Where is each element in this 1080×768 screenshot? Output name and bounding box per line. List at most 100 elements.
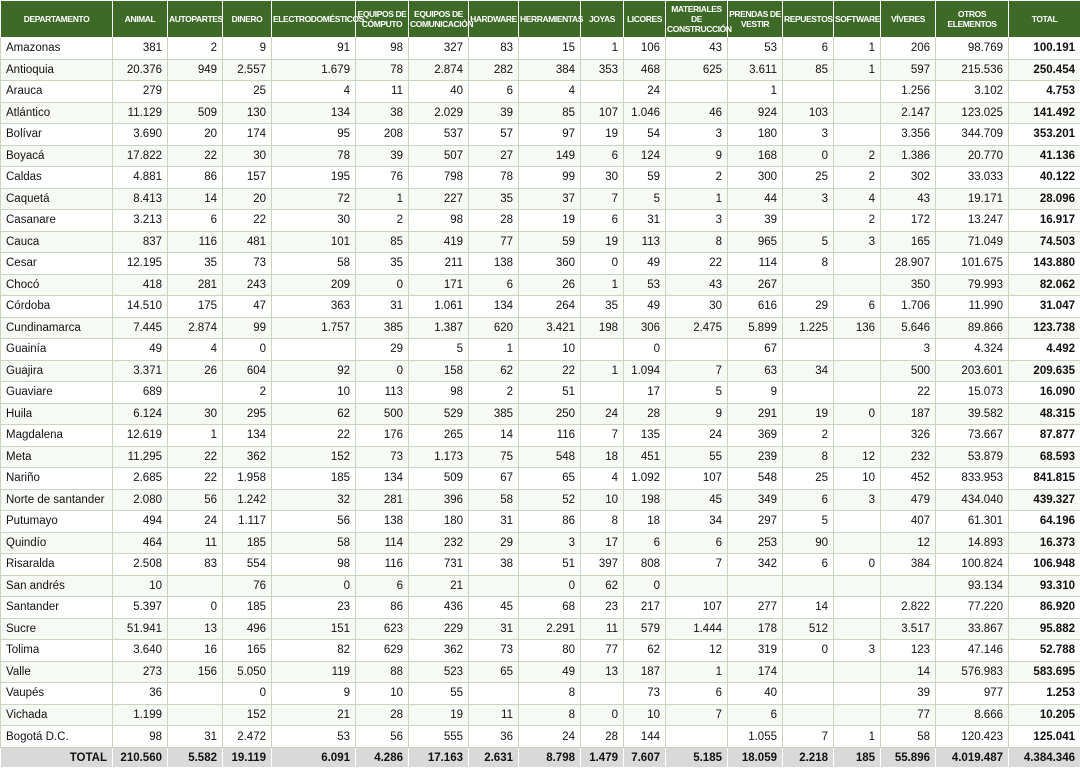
value-cell: 5.899 [727, 316, 783, 339]
value-cell: 0 [833, 553, 881, 576]
value-cell [833, 123, 881, 146]
table-row: Meta 11.295 22 362 152 73 1.173 75 548 18 451 55 239… [0, 445, 1080, 468]
value-cell: 5.646 [880, 316, 936, 339]
value-cell: 1.256 [880, 80, 936, 103]
value-cell: 93.134 [935, 574, 1009, 597]
value-cell: 1 [665, 660, 728, 683]
value-cell: 319 [727, 639, 783, 662]
department-cell: Atlántico [0, 101, 113, 124]
value-cell: 45 [665, 488, 728, 511]
value-cell: 13 [167, 617, 223, 640]
value-cell: 2.029 [408, 101, 469, 124]
value-cell: 107 [665, 596, 728, 619]
value-cell [833, 510, 881, 533]
value-cell: 49 [518, 660, 581, 683]
value-cell [271, 338, 356, 361]
column-header: ANIMAL [112, 0, 168, 38]
value-cell: 29 [468, 531, 519, 554]
value-cell: 419 [408, 230, 469, 253]
value-cell: 98.769 [935, 37, 1009, 60]
value-cell: 31 [623, 209, 666, 232]
department-cell: Amazonas [0, 37, 113, 60]
value-cell: 4 [167, 338, 223, 361]
value-cell: 2 [167, 37, 223, 60]
value-cell [468, 574, 519, 597]
value-cell: 24 [665, 424, 728, 447]
value-cell: 120.423 [935, 725, 1009, 748]
value-cell [833, 359, 881, 382]
column-header: SOFTWARE [833, 0, 881, 38]
value-cell: 134 [468, 295, 519, 318]
value-cell: 10 [518, 338, 581, 361]
value-cell: 6 [833, 295, 881, 318]
value-cell: 8 [782, 445, 834, 468]
value-cell: 281 [355, 488, 409, 511]
total-cell: 17.163 [408, 747, 469, 768]
value-cell: 12.619 [112, 424, 168, 447]
value-cell: 689 [112, 381, 168, 404]
value-cell: 2 [355, 209, 409, 232]
department-cell: Magdalena [0, 424, 113, 447]
department-cell: Cauca [0, 230, 113, 253]
value-cell: 452 [880, 467, 936, 490]
value-cell: 35 [355, 252, 409, 275]
total-cell: 4.286 [355, 747, 409, 768]
value-cell: 138 [355, 510, 409, 533]
total-row: TOTAL 210.560 5.582 19.119 6.091 4.286 17.163 2… [0, 747, 1080, 768]
value-cell: 5.050 [222, 660, 272, 683]
value-cell: 83 [468, 37, 519, 60]
value-cell: 6 [782, 488, 834, 511]
value-cell: 1.092 [623, 467, 666, 490]
value-cell: 554 [222, 553, 272, 576]
value-cell: 500 [880, 359, 936, 382]
value-cell: 1.225 [782, 316, 834, 339]
value-cell: 75 [468, 445, 519, 468]
value-cell: 18 [623, 510, 666, 533]
value-cell [727, 574, 783, 597]
value-cell: 101 [271, 230, 356, 253]
value-cell: 46 [665, 101, 728, 124]
value-cell: 87.877 [1008, 424, 1080, 447]
value-cell: 16 [167, 639, 223, 662]
value-cell: 113 [355, 381, 409, 404]
value-cell: 52 [518, 488, 581, 511]
value-cell: 82.062 [1008, 273, 1080, 296]
column-header: REPUESTOS [782, 0, 834, 38]
value-cell: 0 [782, 144, 834, 167]
value-cell: 349 [727, 488, 783, 511]
value-cell: 62 [271, 402, 356, 425]
column-header: EQUIPOS DE COMUNICACIÓN [408, 0, 474, 38]
value-cell: 0 [355, 359, 409, 382]
value-cell: 6 [727, 703, 783, 726]
value-cell: 0 [167, 596, 223, 619]
value-cell: 64.196 [1008, 510, 1080, 533]
value-cell: 11.990 [935, 295, 1009, 318]
value-cell: 833.953 [935, 467, 1009, 490]
value-cell: 134 [271, 101, 356, 124]
value-cell: 165 [222, 639, 272, 662]
value-cell: 135 [623, 424, 666, 447]
value-cell: 23 [580, 596, 624, 619]
value-cell: 2.874 [408, 58, 469, 81]
value-cell: 0 [623, 338, 666, 361]
value-cell: 12 [665, 639, 728, 662]
value-cell: 13.247 [935, 209, 1009, 232]
department-cell: Risaralda [0, 553, 113, 576]
value-cell: 10 [112, 574, 168, 597]
value-cell: 397 [580, 553, 624, 576]
value-cell: 152 [271, 445, 356, 468]
value-cell: 384 [880, 553, 936, 576]
value-cell: 215.536 [935, 58, 1009, 81]
value-cell: 0 [222, 338, 272, 361]
value-cell: 353.201 [1008, 123, 1080, 146]
value-cell: 3.690 [112, 123, 168, 146]
value-cell: 17 [623, 381, 666, 404]
value-cell: 291 [727, 402, 783, 425]
value-cell: 103 [782, 101, 834, 124]
value-cell: 8 [580, 510, 624, 533]
value-cell: 3.102 [935, 80, 1009, 103]
value-cell: 479 [880, 488, 936, 511]
value-cell: 123.738 [1008, 316, 1080, 339]
value-cell: 7.445 [112, 316, 168, 339]
table-body: Amazonas 381 2 9 91 98 327 83 15 1 106 43 53 6 1 206 98.… [0, 37, 1080, 768]
